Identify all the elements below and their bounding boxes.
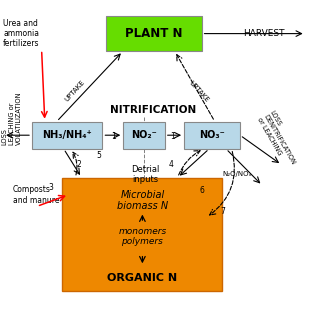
Text: Urea and
ammonia
fertilizers: Urea and ammonia fertilizers [3, 19, 40, 49]
Text: UPTAKE: UPTAKE [187, 79, 210, 103]
Text: HARVEST: HARVEST [243, 29, 285, 38]
Text: PLANT N: PLANT N [125, 27, 182, 40]
Text: Composts
and manure: Composts and manure [13, 186, 59, 205]
Text: ORGANIC N: ORGANIC N [107, 273, 178, 283]
FancyBboxPatch shape [184, 122, 240, 149]
Text: 1: 1 [170, 132, 174, 141]
Text: 6: 6 [199, 186, 204, 195]
FancyBboxPatch shape [123, 122, 165, 149]
Text: 4: 4 [169, 160, 174, 169]
Text: Microbial
biomass N: Microbial biomass N [117, 189, 168, 211]
Text: monomers
polymers: monomers polymers [118, 227, 166, 246]
Text: 3: 3 [49, 183, 54, 192]
Text: NITRIFICATION: NITRIFICATION [110, 105, 197, 116]
Text: Detrial
inputs: Detrial inputs [132, 165, 160, 184]
Text: N₂O/NOₓ: N₂O/NOₓ [222, 172, 252, 177]
Text: NO₃⁻: NO₃⁻ [199, 130, 225, 140]
Text: 5: 5 [97, 151, 102, 160]
FancyBboxPatch shape [32, 122, 102, 149]
Text: 2: 2 [76, 160, 81, 169]
Text: 1: 1 [111, 132, 116, 141]
Text: NO₂⁻: NO₂⁻ [131, 130, 157, 140]
Text: 7: 7 [220, 207, 225, 216]
FancyBboxPatch shape [62, 178, 222, 291]
Text: NH₃/NH₄⁺: NH₃/NH₄⁺ [42, 130, 92, 140]
FancyBboxPatch shape [106, 16, 202, 51]
Text: LOSS
DENITRIFICATION
or LEACHING: LOSS DENITRIFICATION or LEACHING [256, 109, 302, 169]
Text: LOSS
LEACHING or
VOLATILIZATION: LOSS LEACHING or VOLATILIZATION [2, 92, 22, 145]
Text: UPTAKE: UPTAKE [64, 79, 86, 103]
